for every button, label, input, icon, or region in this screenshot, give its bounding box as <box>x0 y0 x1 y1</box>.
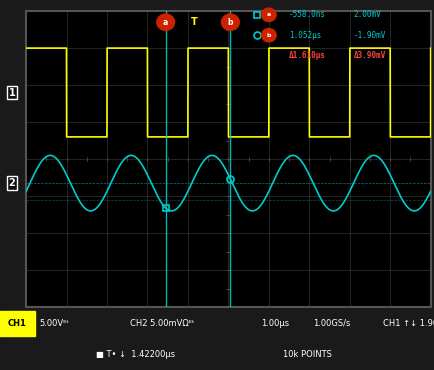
Text: -1.90mV: -1.90mV <box>353 31 385 40</box>
Text: b: b <box>266 33 270 38</box>
Text: 10k POINTS: 10k POINTS <box>282 350 331 359</box>
Circle shape <box>261 8 276 21</box>
Text: 1.052μs: 1.052μs <box>289 31 321 40</box>
Circle shape <box>261 28 276 42</box>
Text: 1: 1 <box>9 87 15 98</box>
Text: CH2 5.00mVΩᴱᵗ: CH2 5.00mVΩᴱᵗ <box>130 319 194 328</box>
Text: T: T <box>190 17 197 27</box>
Text: -558.0ns: -558.0ns <box>289 10 326 19</box>
Text: a: a <box>266 12 270 17</box>
Circle shape <box>221 14 239 30</box>
FancyBboxPatch shape <box>0 311 35 336</box>
Text: Δ3.90mV: Δ3.90mV <box>353 51 385 60</box>
Circle shape <box>156 14 174 30</box>
Text: 1.00GS/s: 1.00GS/s <box>312 319 350 328</box>
Text: CH1 ↑↓ 1.90V: CH1 ↑↓ 1.90V <box>382 319 434 328</box>
Text: Δ1.610μs: Δ1.610μs <box>289 51 326 60</box>
Text: b: b <box>227 18 233 27</box>
Text: a: a <box>163 18 168 27</box>
Text: ■ T• ↓  1.42200μs: ■ T• ↓ 1.42200μs <box>95 350 174 359</box>
Text: CH1: CH1 <box>8 319 27 328</box>
Text: 2: 2 <box>9 178 15 188</box>
Text: 2.00mV: 2.00mV <box>353 10 381 19</box>
Text: 5.00Vᴱᵗ: 5.00Vᴱᵗ <box>39 319 69 328</box>
Text: 1.00μs: 1.00μs <box>260 319 289 328</box>
